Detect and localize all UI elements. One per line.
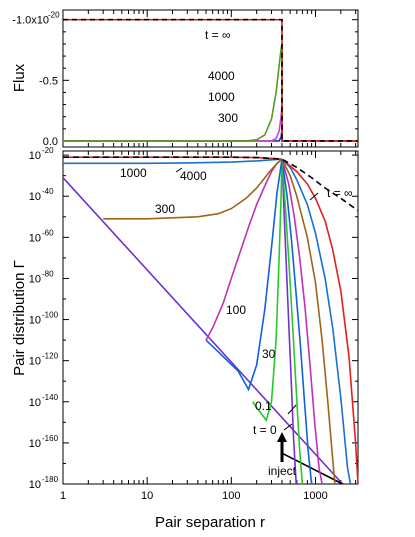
bottom-curve-label: 300 bbox=[155, 202, 175, 216]
bottom-y-tick-label: 10 bbox=[29, 150, 41, 162]
label-pointer bbox=[287, 404, 297, 415]
bottom-series-line bbox=[205, 158, 283, 341]
bottom-y-tick-exponent: -20 bbox=[42, 146, 54, 155]
label-pointer bbox=[175, 167, 183, 173]
top-y-tick-label: -1.0x10 bbox=[12, 15, 49, 27]
top-y-tick-label: -0.5 bbox=[39, 75, 58, 87]
bottom-y-tick-exponent: -60 bbox=[42, 228, 54, 237]
bottom-curve-label: 30 bbox=[262, 347, 276, 361]
bottom-y-tick-label: 10 bbox=[29, 191, 41, 203]
top-tick-marks bbox=[62, 10, 358, 147]
bottom-series-line bbox=[281, 452, 343, 485]
bottom-series-line bbox=[281, 158, 323, 485]
bottom-x-tick-label: 1 bbox=[60, 490, 66, 502]
bottom-curve-label: 1000 bbox=[120, 166, 147, 180]
bottom-y-tick-label: 10 bbox=[29, 232, 41, 244]
bottom-series-line bbox=[63, 158, 283, 165]
top-plot-frame bbox=[62, 9, 359, 148]
bottom-plot-frame bbox=[62, 150, 359, 485]
bottom-series-line bbox=[63, 156, 359, 212]
bottom-series-line bbox=[252, 159, 283, 423]
top-series-line bbox=[63, 128, 358, 142]
bottom-curve-labels: 1000 4000 300 100 30 0.1 t = 0 t = ∞ bbox=[120, 166, 353, 437]
bottom-y-tick-exponent: -160 bbox=[42, 434, 59, 443]
top-flux-panel: -1.0x10 -20 -0.5 0.0 Flux t = ∞ 4000 1000 300 bbox=[11, 9, 359, 148]
bottom-series-line bbox=[205, 159, 283, 392]
bottom-y-tick-exponent: -80 bbox=[42, 269, 54, 278]
bottom-y-tick-label: 10 bbox=[29, 397, 41, 409]
bottom-curve-label: 0.1 bbox=[255, 399, 272, 413]
bottom-x-tick-label: 10 bbox=[141, 490, 153, 502]
bottom-y-tick-label: 10 bbox=[29, 273, 41, 285]
bottom-y-axis-title: Pair distribution Γ bbox=[11, 260, 28, 376]
bottom-x-tick-label: 1000 bbox=[303, 490, 327, 502]
bottom-curves bbox=[62, 156, 359, 485]
top-y-exponent: -20 bbox=[48, 11, 60, 20]
bottom-curve-label: 100 bbox=[226, 303, 246, 317]
bottom-y-tick-exponent: -120 bbox=[42, 352, 59, 361]
bottom-y-tick-exponent: -140 bbox=[42, 393, 59, 402]
top-series-line bbox=[63, 104, 358, 142]
bottom-curve-label: t = 0 bbox=[253, 423, 277, 437]
bottom-y-tick-label: 10 bbox=[29, 315, 41, 327]
bottom-tick-marks bbox=[62, 151, 358, 485]
top-series-line bbox=[63, 18, 358, 142]
bottom-series-line bbox=[281, 158, 336, 485]
top-curve-label: 300 bbox=[218, 111, 238, 125]
top-curve-label: t = ∞ bbox=[205, 28, 231, 42]
bottom-series-line bbox=[281, 159, 304, 485]
bottom-y-tick-label: 10 bbox=[29, 438, 41, 450]
top-curve-labels: t = ∞ 4000 1000 300 bbox=[205, 28, 238, 125]
inject-label: inject bbox=[268, 464, 297, 478]
bottom-y-tick-exponent: -100 bbox=[42, 311, 59, 320]
bottom-y-tick-exponent: -40 bbox=[42, 187, 54, 196]
bottom-y-tick-label: 10 bbox=[29, 479, 41, 491]
top-y-axis-title: Flux bbox=[11, 63, 28, 92]
bottom-series-line bbox=[281, 159, 297, 485]
inject-annotation: inject bbox=[268, 432, 297, 478]
bottom-series-line bbox=[281, 159, 313, 485]
label-pointer bbox=[283, 423, 293, 431]
top-y-tick-label: 0.0 bbox=[43, 136, 58, 148]
top-y-tick-labels: -1.0x10 -20 -0.5 0.0 bbox=[12, 11, 60, 148]
bottom-series-line bbox=[281, 158, 359, 485]
top-curve-label: 1000 bbox=[208, 90, 235, 104]
bottom-y-tick-label: 10 bbox=[29, 356, 41, 368]
bottom-x-tick-labels: 1 10 100 1000 bbox=[60, 490, 328, 502]
bottom-curve-label: t = ∞ bbox=[327, 186, 353, 200]
bottom-curve-label: 4000 bbox=[180, 169, 207, 183]
bottom-x-axis-title: Pair separation r bbox=[155, 514, 265, 531]
bottom-series-line bbox=[62, 177, 344, 485]
bottom-y-tick-exponent: -180 bbox=[42, 475, 59, 484]
inject-arrow-head bbox=[276, 432, 287, 442]
bottom-x-tick-label: 100 bbox=[222, 490, 240, 502]
top-curves bbox=[63, 18, 358, 142]
bottom-series-line bbox=[103, 158, 283, 220]
bottom-series-line bbox=[281, 158, 352, 485]
top-curve-label: 4000 bbox=[208, 69, 235, 83]
label-pointer bbox=[309, 192, 319, 201]
